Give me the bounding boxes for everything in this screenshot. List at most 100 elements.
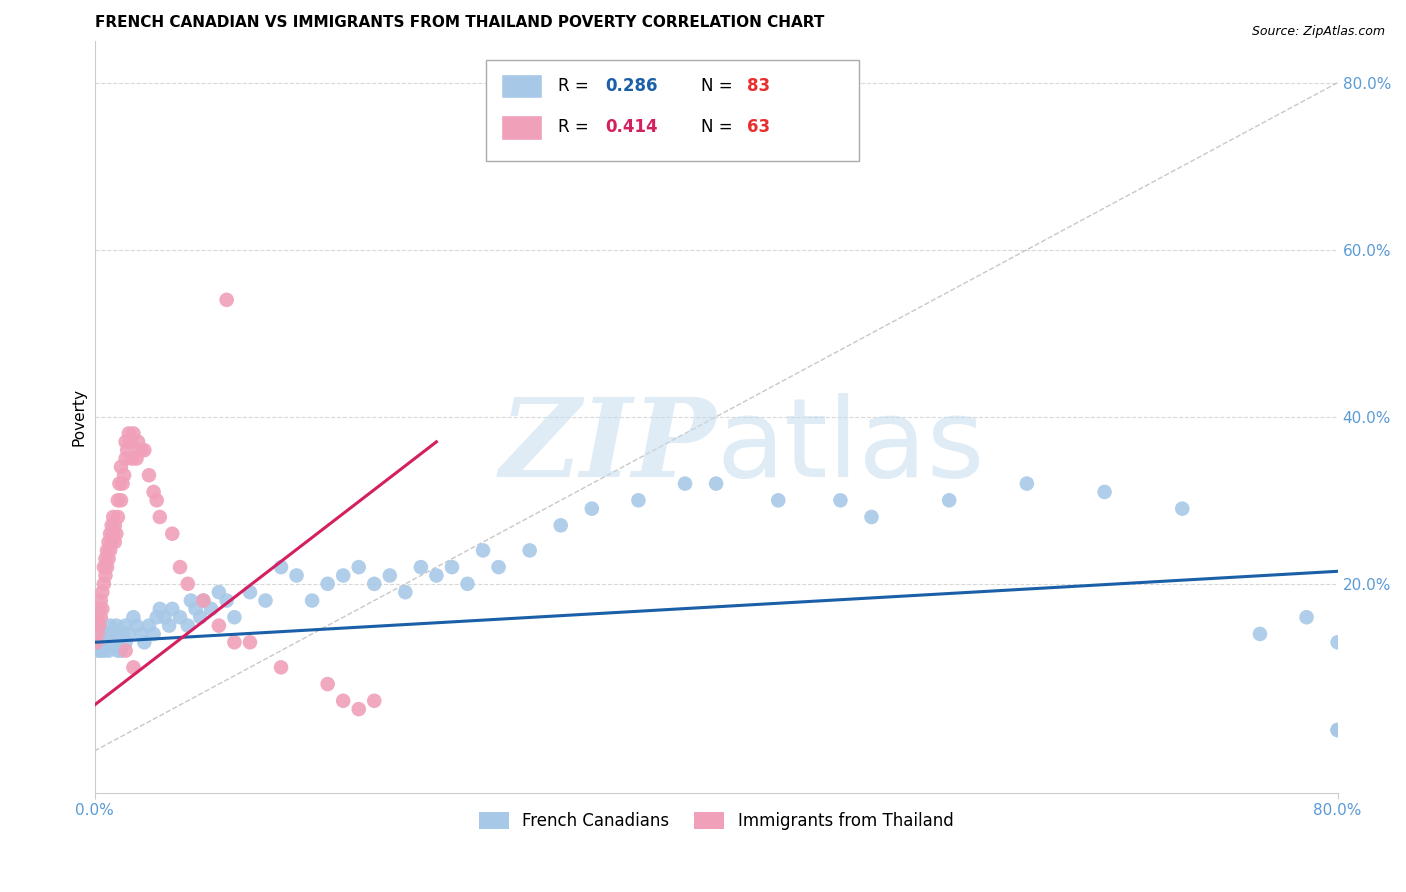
Point	[90, 593, 112, 607]
Point	[94, 568, 117, 582]
Point	[1094, 485, 1116, 500]
Point	[86, 643, 108, 657]
Point	[114, 434, 136, 449]
Point	[134, 443, 156, 458]
Point	[100, 518, 122, 533]
Point	[91, 585, 114, 599]
Point	[188, 610, 211, 624]
Text: ZIP: ZIP	[499, 393, 716, 500]
Point	[98, 618, 121, 632]
Point	[1326, 635, 1348, 649]
Point	[830, 493, 852, 508]
Point	[104, 635, 127, 649]
Point	[581, 501, 603, 516]
Text: N =: N =	[702, 77, 738, 95]
Point	[332, 568, 354, 582]
Point	[860, 510, 883, 524]
Point	[118, 627, 141, 641]
Text: N =: N =	[702, 119, 738, 136]
Point	[153, 610, 176, 624]
Point	[200, 602, 222, 616]
Point	[111, 627, 134, 641]
Point	[90, 627, 112, 641]
Point	[347, 560, 370, 574]
Point	[86, 610, 108, 624]
Point	[122, 610, 145, 624]
Point	[103, 526, 125, 541]
Point	[91, 627, 114, 641]
Point	[86, 627, 108, 641]
Point	[193, 593, 215, 607]
Point	[96, 543, 118, 558]
Point	[103, 510, 125, 524]
Point	[100, 535, 122, 549]
Point	[90, 643, 112, 657]
Point	[97, 535, 120, 549]
Point	[122, 660, 145, 674]
Point	[105, 526, 128, 541]
Point	[1015, 476, 1038, 491]
Point	[180, 593, 202, 607]
Text: 83: 83	[747, 77, 770, 95]
Point	[627, 493, 650, 508]
Point	[316, 677, 339, 691]
Point	[107, 643, 129, 657]
Point	[121, 451, 143, 466]
Text: R =: R =	[558, 119, 595, 136]
Point	[89, 618, 111, 632]
Point	[1249, 627, 1271, 641]
Point	[149, 510, 172, 524]
Point	[98, 526, 121, 541]
Point	[107, 510, 129, 524]
Point	[145, 493, 167, 508]
Point	[89, 635, 111, 649]
Point	[270, 660, 292, 674]
Point	[157, 618, 180, 632]
Point	[394, 585, 416, 599]
Point	[409, 560, 432, 574]
Point	[169, 560, 191, 574]
Text: R =: R =	[558, 77, 595, 95]
Point	[110, 643, 132, 657]
Point	[105, 618, 128, 632]
FancyBboxPatch shape	[486, 60, 859, 161]
Point	[224, 610, 246, 624]
Point	[104, 535, 127, 549]
Point	[114, 451, 136, 466]
Point	[90, 610, 112, 624]
Point	[84, 618, 107, 632]
Point	[114, 618, 136, 632]
FancyBboxPatch shape	[501, 115, 543, 140]
Point	[208, 618, 231, 632]
Point	[110, 493, 132, 508]
Y-axis label: Poverty: Poverty	[72, 388, 86, 446]
Point	[134, 635, 156, 649]
Point	[550, 518, 572, 533]
Point	[94, 551, 117, 566]
Point	[97, 643, 120, 657]
Point	[114, 643, 136, 657]
Point	[93, 643, 115, 657]
Point	[129, 627, 152, 641]
Text: Source: ZipAtlas.com: Source: ZipAtlas.com	[1251, 25, 1385, 38]
Text: 63: 63	[747, 119, 770, 136]
Point	[89, 602, 111, 616]
Point	[239, 635, 262, 649]
Point	[145, 610, 167, 624]
Point	[224, 635, 246, 649]
Point	[347, 702, 370, 716]
Point	[115, 443, 138, 458]
Point	[129, 443, 152, 458]
Point	[112, 468, 135, 483]
Point	[488, 560, 510, 574]
Point	[107, 627, 129, 641]
Point	[673, 476, 696, 491]
Point	[98, 635, 121, 649]
Point	[239, 585, 262, 599]
Point	[768, 493, 790, 508]
Point	[84, 635, 107, 649]
Point	[177, 618, 200, 632]
Point	[138, 468, 160, 483]
Point	[1326, 723, 1348, 737]
Point	[162, 526, 184, 541]
